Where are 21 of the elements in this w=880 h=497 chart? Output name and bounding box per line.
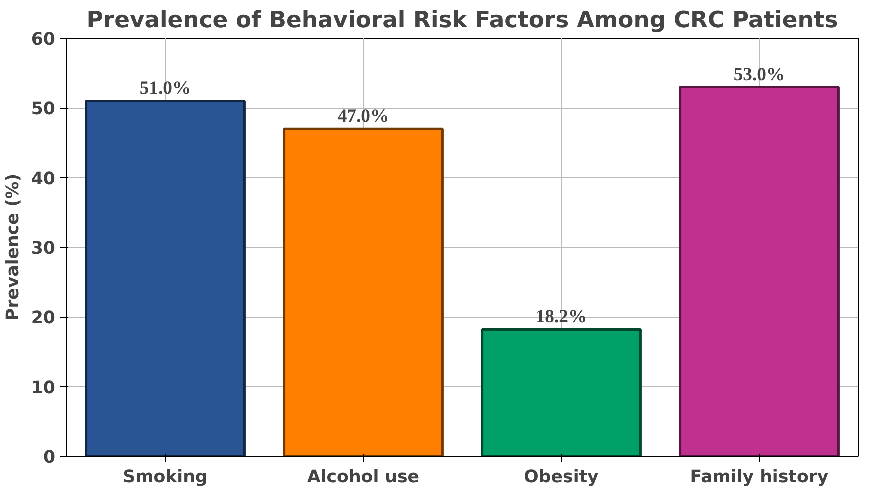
- y-tick-label: 30: [31, 239, 56, 259]
- bar: [481, 328, 642, 456]
- x-tick-label: Alcohol use: [307, 468, 420, 488]
- data-label: 51.0%: [140, 78, 192, 100]
- y-tick-label: 50: [31, 100, 56, 120]
- bar: [679, 86, 840, 456]
- data-label: 53.0%: [734, 64, 786, 86]
- x-tick-label: Obesity: [524, 468, 599, 488]
- y-tick-label: 40: [31, 169, 56, 190]
- y-axis-title: Prevalence (%): [3, 174, 24, 322]
- y-tick-label: 60: [31, 30, 56, 50]
- y-tick-label: 10: [31, 378, 56, 398]
- data-label: 47.0%: [338, 106, 390, 128]
- chart-title: Prevalence of Behavioral Risk Factors Among CRC Patients: [86, 8, 838, 34]
- y-tick-label: 0: [43, 448, 56, 468]
- data-label: 18.2%: [536, 306, 588, 328]
- y-tick-label: 20: [31, 308, 56, 329]
- x-tick-label: Smoking: [123, 468, 208, 488]
- bar: [85, 100, 246, 456]
- bar: [283, 128, 444, 456]
- x-tick-label: Family history: [690, 468, 829, 488]
